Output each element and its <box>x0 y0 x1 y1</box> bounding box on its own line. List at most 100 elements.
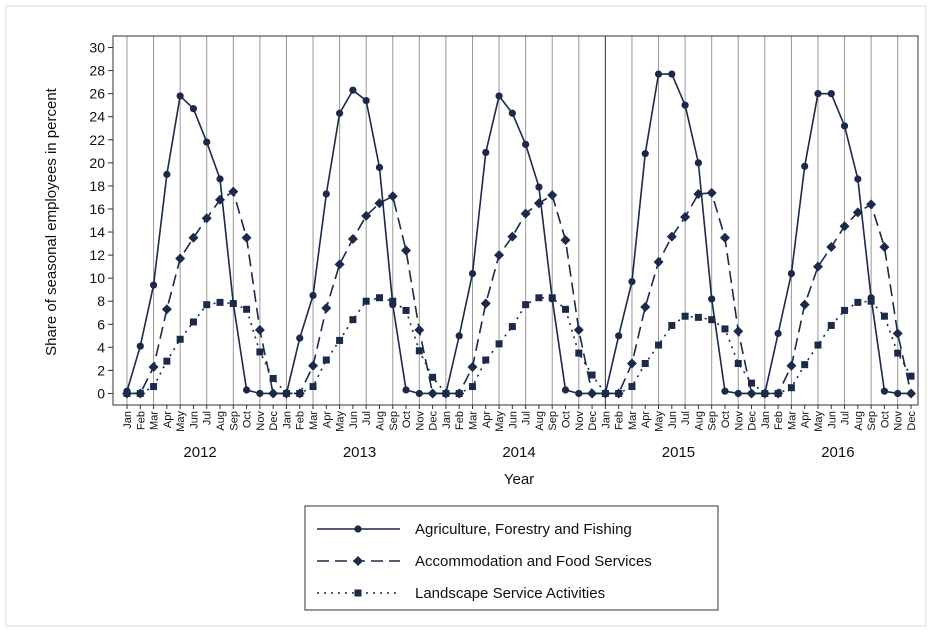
point <box>161 304 172 315</box>
point <box>254 325 265 336</box>
point <box>336 109 344 117</box>
legend-label: Accommodation and Food Services <box>415 553 652 570</box>
point <box>854 175 862 183</box>
point <box>906 388 916 399</box>
point <box>375 163 384 172</box>
point <box>626 358 637 369</box>
point <box>163 357 171 365</box>
x-tick-label: Jul <box>521 411 533 425</box>
legend-label: Landscape Service Activities <box>415 585 605 602</box>
point <box>880 312 888 320</box>
point <box>296 334 304 342</box>
point <box>560 235 571 246</box>
y-tick-label: 20 <box>89 155 105 171</box>
point <box>761 389 769 397</box>
y-tick-label: 18 <box>89 178 105 194</box>
point <box>322 356 330 364</box>
point <box>708 316 716 324</box>
point <box>508 109 516 117</box>
point <box>256 348 264 356</box>
x-tick-label: Feb <box>135 411 147 430</box>
point <box>615 332 623 340</box>
point <box>468 269 477 278</box>
point <box>801 361 809 369</box>
year-label: 2014 <box>502 444 535 461</box>
point <box>827 321 835 329</box>
point <box>708 295 716 303</box>
x-tick-label: Nov <box>893 411 905 431</box>
point <box>734 389 742 398</box>
point <box>203 138 211 146</box>
point <box>892 328 903 339</box>
point <box>442 389 450 397</box>
point <box>694 313 702 321</box>
point <box>907 372 915 380</box>
point <box>216 298 224 306</box>
point <box>136 342 144 350</box>
point <box>866 199 877 210</box>
y-tick-label: 4 <box>97 339 105 355</box>
point <box>268 388 279 399</box>
point <box>415 389 423 398</box>
point <box>455 389 463 397</box>
point <box>402 306 410 314</box>
point <box>334 259 345 270</box>
point <box>242 386 251 394</box>
point <box>415 347 423 355</box>
point <box>176 335 184 343</box>
point <box>508 323 516 331</box>
point <box>601 389 609 397</box>
point <box>533 198 544 209</box>
point <box>719 232 730 243</box>
y-tick-label: 14 <box>89 224 105 240</box>
point <box>402 386 410 394</box>
x-tick-label: Dec <box>268 411 280 431</box>
point <box>522 301 530 309</box>
point <box>296 389 304 397</box>
point <box>309 291 317 300</box>
x-tick-label: Sep <box>388 411 400 431</box>
point <box>573 325 584 336</box>
point <box>854 298 862 306</box>
point <box>163 170 171 178</box>
point <box>308 360 319 371</box>
x-tick-label: May <box>494 411 506 432</box>
x-tick-label: Sep <box>707 411 719 431</box>
x-tick-label: Jul <box>202 411 214 425</box>
x-tick-label: Aug <box>215 411 227 431</box>
series-line <box>127 190 912 395</box>
point <box>588 371 596 379</box>
point <box>149 281 158 289</box>
point <box>721 325 729 333</box>
point <box>841 306 849 314</box>
point <box>547 190 558 201</box>
point <box>801 162 809 170</box>
point <box>349 316 357 324</box>
point <box>653 257 664 268</box>
point <box>774 389 782 397</box>
x-tick-label: Mar <box>786 411 798 430</box>
point <box>840 122 849 130</box>
point <box>867 297 875 305</box>
point <box>746 388 757 399</box>
x-tick-label: Jan <box>600 411 612 429</box>
x-tick-label: Jun <box>667 411 679 429</box>
point <box>799 299 810 310</box>
y-tick-label: 8 <box>97 293 105 309</box>
point <box>694 159 702 167</box>
y-tick-label: 6 <box>97 316 105 332</box>
x-axis-title: Year <box>504 471 534 488</box>
x-tick-label: Aug <box>374 411 386 431</box>
y-tick-label: 30 <box>89 40 105 56</box>
x-tick-label: Feb <box>773 411 785 430</box>
point <box>575 349 583 357</box>
point <box>228 186 239 197</box>
point <box>349 86 357 94</box>
point <box>520 208 531 219</box>
point <box>362 96 370 105</box>
x-tick-label: Dec <box>906 411 918 431</box>
x-tick-label: Mar <box>308 411 320 430</box>
year-label: 2013 <box>343 444 376 461</box>
x-tick-label: Jan <box>441 411 453 429</box>
y-tick-label: 26 <box>89 86 105 102</box>
